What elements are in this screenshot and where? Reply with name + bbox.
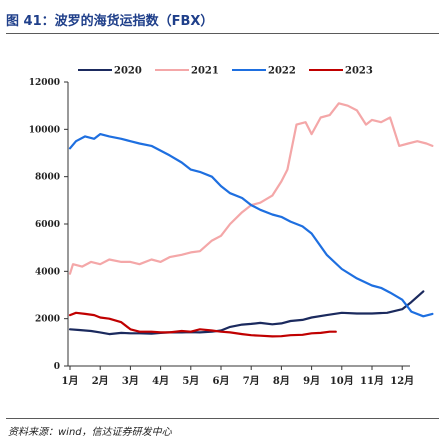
source-note: 资料来源：wind，信达证券研发中心	[8, 427, 172, 438]
x-tick-label: 8月	[273, 375, 290, 387]
legend: 2020 2021 2022 2023	[78, 66, 373, 77]
series-line-2020	[68, 290, 425, 336]
x-tick-label: 7月	[243, 375, 260, 387]
y-tick-label: 8000	[35, 173, 60, 183]
x-tick-label: 11月	[360, 375, 384, 387]
y-tick-label: 2000	[35, 315, 60, 325]
series-lines	[68, 102, 434, 338]
y-tick-label: 10000	[29, 125, 60, 135]
source-rule	[6, 418, 439, 419]
x-tick-label: 9月	[303, 375, 320, 387]
x-tick-label: 4月	[152, 375, 169, 387]
x-tick-label: 12月	[390, 375, 414, 387]
legend-label-2023: 2023	[345, 66, 373, 77]
y-tick-label: 0	[54, 362, 60, 372]
x-axis: 1月 2月 3月 4月 5月 6月 7月 8月 9月 10月 11月 12月	[62, 365, 414, 387]
series-line-2022	[68, 133, 434, 318]
figure-title: 图 41：波罗的海货运指数（FBX）	[6, 14, 214, 29]
legend-label-2022: 2022	[268, 66, 296, 77]
x-tick-label: 1月	[62, 375, 79, 387]
x-tick-label: 2月	[92, 375, 109, 387]
x-tick-label: 3月	[122, 375, 139, 387]
y-axis: 0 2000 4000 6000 8000 10000 12000	[29, 78, 69, 372]
series-line-2021	[68, 102, 434, 275]
x-tick-label: 5月	[182, 375, 199, 387]
legend-label-2020: 2020	[114, 66, 142, 77]
series-line-2023	[68, 311, 337, 338]
y-tick-label: 4000	[35, 267, 60, 277]
legend-label-2021: 2021	[191, 66, 219, 77]
x-tick-label: 10月	[330, 375, 354, 387]
y-tick-label: 6000	[35, 220, 60, 230]
y-tick-label: 12000	[29, 78, 60, 88]
title-rule	[6, 33, 439, 34]
x-tick-label: 6月	[213, 375, 230, 387]
